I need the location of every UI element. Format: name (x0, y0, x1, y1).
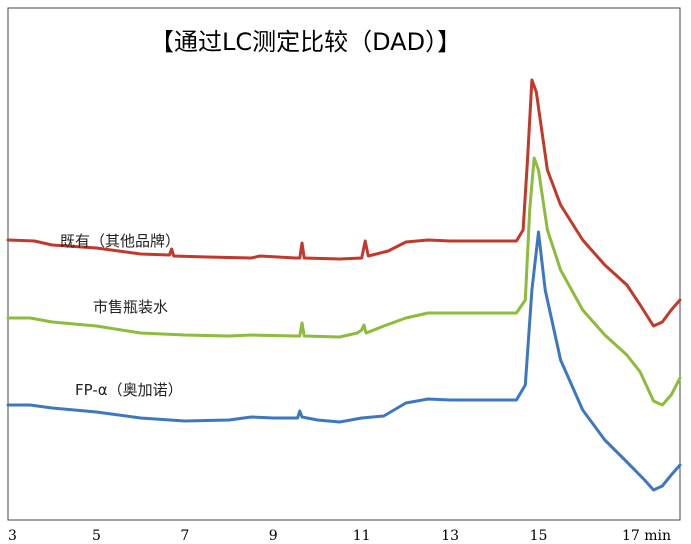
series-line-0 (6, 78, 682, 328)
series-line-2 (6, 230, 682, 492)
series-label-fp-alpha: FP-α（奥加诺） (75, 381, 183, 399)
series-group (6, 78, 682, 492)
chart-title: 【通过LC测定比较（DAD）】 (150, 28, 461, 56)
x-tick-label: 5 (92, 528, 101, 544)
x-tick-label: 9 (269, 528, 278, 544)
x-tick-label: 17 min (622, 528, 671, 544)
x-tick-label: 13 (441, 528, 459, 544)
x-tick-label: 7 (180, 528, 189, 544)
x-tick-label: 11 (353, 528, 371, 544)
x-axis-ticks: 3 5 7 9 11 13 15 17 min (8, 528, 671, 544)
series-labels: 既有（其他品牌） 市售瓶装水 FP-α（奥加诺） (60, 232, 183, 399)
series-label-existing: 既有（其他品牌） (60, 232, 180, 250)
plot-frame (7, 7, 681, 521)
x-tick-label: 3 (8, 528, 17, 544)
series-line-1 (6, 156, 682, 407)
x-tick-label: 15 (530, 528, 548, 544)
series-label-bottled-water: 市售瓶装水 (93, 298, 168, 316)
